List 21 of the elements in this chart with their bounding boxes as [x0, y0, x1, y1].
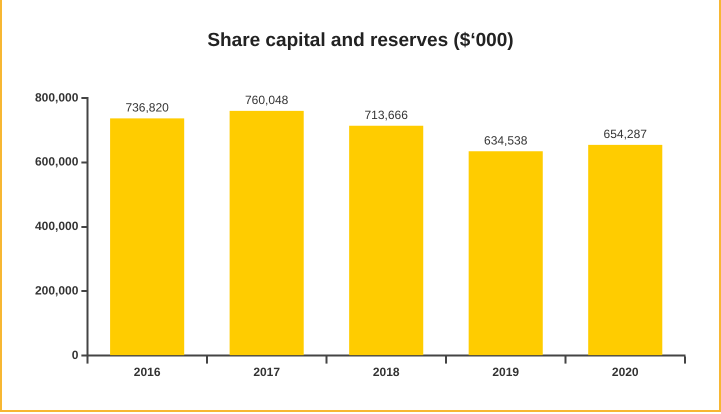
data-label: 713,666 [364, 108, 408, 122]
y-tick-label: 400,000 [34, 219, 79, 234]
chart-title: Share capital and reserves ($‘000) [206, 30, 515, 52]
bar [110, 118, 184, 356]
x-tick-label: 2017 [253, 365, 280, 380]
bar [468, 151, 543, 356]
bar [230, 110, 304, 356]
x-tick-label: 2016 [134, 365, 161, 380]
x-tick-label: 2018 [372, 365, 400, 380]
data-label: 736,820 [125, 100, 170, 115]
x-tick-label: 2019 [492, 365, 520, 380]
data-label: 760,048 [244, 93, 289, 108]
bar [588, 144, 662, 356]
bar [349, 126, 424, 356]
y-tick-label: 200,000 [34, 284, 79, 298]
x-tick-label: 2020 [612, 365, 639, 380]
y-tick-label: 0 [72, 348, 79, 362]
y-tick-label: 600,000 [34, 154, 79, 169]
y-tick-label: 800,000 [34, 90, 79, 104]
data-label: 634,538 [484, 134, 528, 148]
data-label: 654,287 [604, 127, 648, 142]
